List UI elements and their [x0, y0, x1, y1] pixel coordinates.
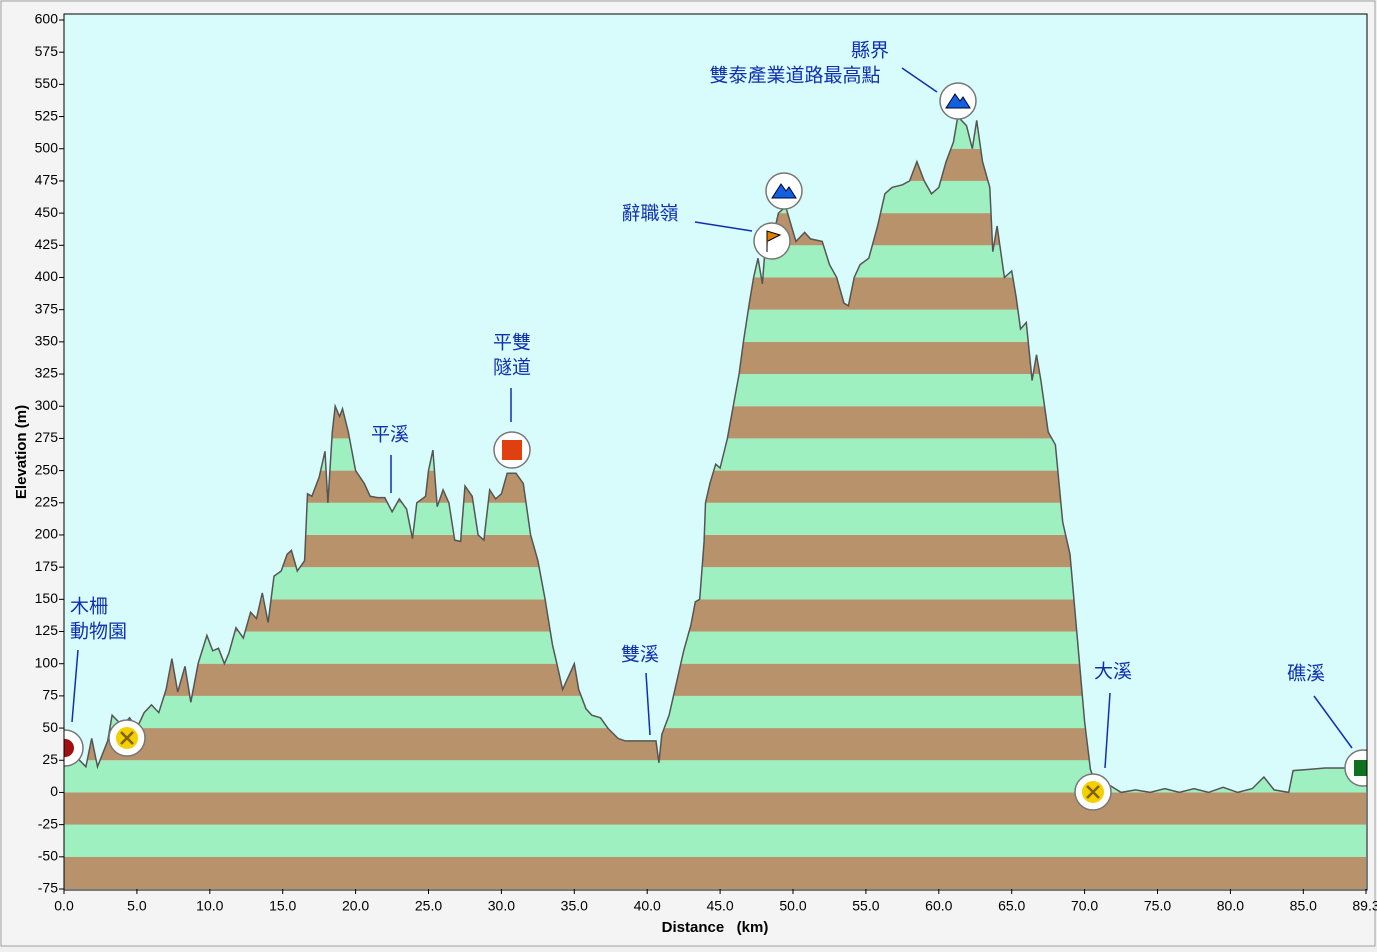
x-tick-label: 85.0: [1290, 898, 1317, 914]
annotation-leader: [1313, 695, 1353, 749]
y-axis-label: Elevation (m): [13, 405, 30, 499]
x-tick-label: 55.0: [852, 898, 879, 914]
y-tick-label: 400: [35, 268, 59, 284]
x-tick-label: 25.0: [415, 898, 442, 914]
icon-part: [1086, 785, 1100, 799]
x-tick-label: 80.0: [1217, 898, 1244, 914]
x-tick-label: 75.0: [1144, 898, 1171, 914]
icon-part: [1354, 760, 1367, 776]
y-tick-label: 225: [35, 493, 59, 509]
y-tick-label: 275: [35, 429, 59, 445]
annotation-label: 雙溪: [621, 644, 659, 666]
x-tick-label: 10.0: [196, 898, 223, 914]
elevation-band: [64, 792, 1366, 825]
y-tick-label: 300: [35, 397, 59, 413]
plot-border: [63, 13, 1368, 891]
x-tick-label: 35.0: [561, 898, 588, 914]
y-tick-label: 425: [35, 236, 59, 252]
waypoint-icon: [753, 222, 791, 260]
y-tick-label: 600: [35, 11, 59, 27]
icon-part: [945, 93, 971, 109]
annotation-label: 辭職嶺: [621, 203, 678, 225]
icon-part: [64, 739, 74, 757]
y-tick-label: 325: [35, 365, 59, 381]
elevation-band: [64, 856, 1366, 889]
annotation-label: 平雙: [493, 332, 531, 354]
icon-part: [771, 183, 797, 199]
x-tick-label: 15.0: [269, 898, 296, 914]
x-tick-label: 60.0: [925, 898, 952, 914]
y-tick-label: 75: [42, 687, 58, 703]
y-tick-label: 575: [35, 43, 59, 59]
x-tick-label: 50.0: [779, 898, 806, 914]
x-tick-label: 5.0: [127, 898, 147, 914]
y-tick-label: 100: [35, 654, 59, 670]
x-axis-label: Distance (km): [662, 919, 769, 936]
x-tick-label: 45.0: [706, 898, 733, 914]
y-tick-label: 175: [35, 558, 59, 574]
y-tick-label: 350: [35, 333, 59, 349]
y-tick-label: -25: [38, 815, 58, 831]
y-tick-label: -75: [38, 880, 58, 896]
y-tick-label: 25: [42, 751, 58, 767]
annotation-label: 大溪: [1094, 661, 1132, 683]
y-tick-label: 125: [35, 622, 59, 638]
annotation-label: 木柵: [70, 596, 108, 618]
y-tick-label: 500: [35, 139, 59, 155]
annotation-label: 平溪: [371, 424, 409, 446]
y-tick-label: 250: [35, 461, 59, 477]
y-tick-label: 475: [35, 172, 59, 188]
annotation-label: 動物園: [70, 621, 127, 643]
elevation-band: [64, 824, 1366, 857]
annotation-label: 隧道: [493, 357, 531, 379]
y-tick-label: -50: [38, 848, 58, 864]
icon-part: [502, 440, 522, 460]
y-tick-label: 50: [42, 719, 58, 735]
annotation-label: 雙泰產業道路最高點: [709, 65, 880, 87]
x-tick-label: 0.0: [54, 898, 74, 914]
annotation-label: 縣界: [851, 40, 889, 62]
annotation-leader: [901, 67, 938, 93]
annotation-leader: [1104, 692, 1111, 769]
x-tick-label: 65.0: [998, 898, 1025, 914]
y-tick-label: 450: [35, 204, 59, 220]
y-tick-label: 0: [50, 783, 58, 799]
annotation-leader: [71, 649, 79, 723]
y-tick-label: 200: [35, 526, 59, 542]
icon-part: [120, 731, 134, 745]
y-tick-label: 150: [35, 590, 59, 606]
annotation-label: 礁溪: [1287, 663, 1325, 685]
elevation-line: [64, 115, 1366, 794]
icon-part: [766, 230, 782, 252]
x-tick-label: 40.0: [634, 898, 661, 914]
y-tick-label: 525: [35, 107, 59, 123]
y-tick-label: 375: [35, 300, 59, 316]
annotation-leader: [694, 221, 753, 232]
x-tick-label: 20.0: [342, 898, 369, 914]
annotation-leader: [645, 672, 651, 736]
x-tick-label: 70.0: [1071, 898, 1098, 914]
y-tick-label: 550: [35, 75, 59, 91]
x-tick-label: 89.3: [1352, 898, 1377, 914]
x-tick-label: 30.0: [488, 898, 515, 914]
